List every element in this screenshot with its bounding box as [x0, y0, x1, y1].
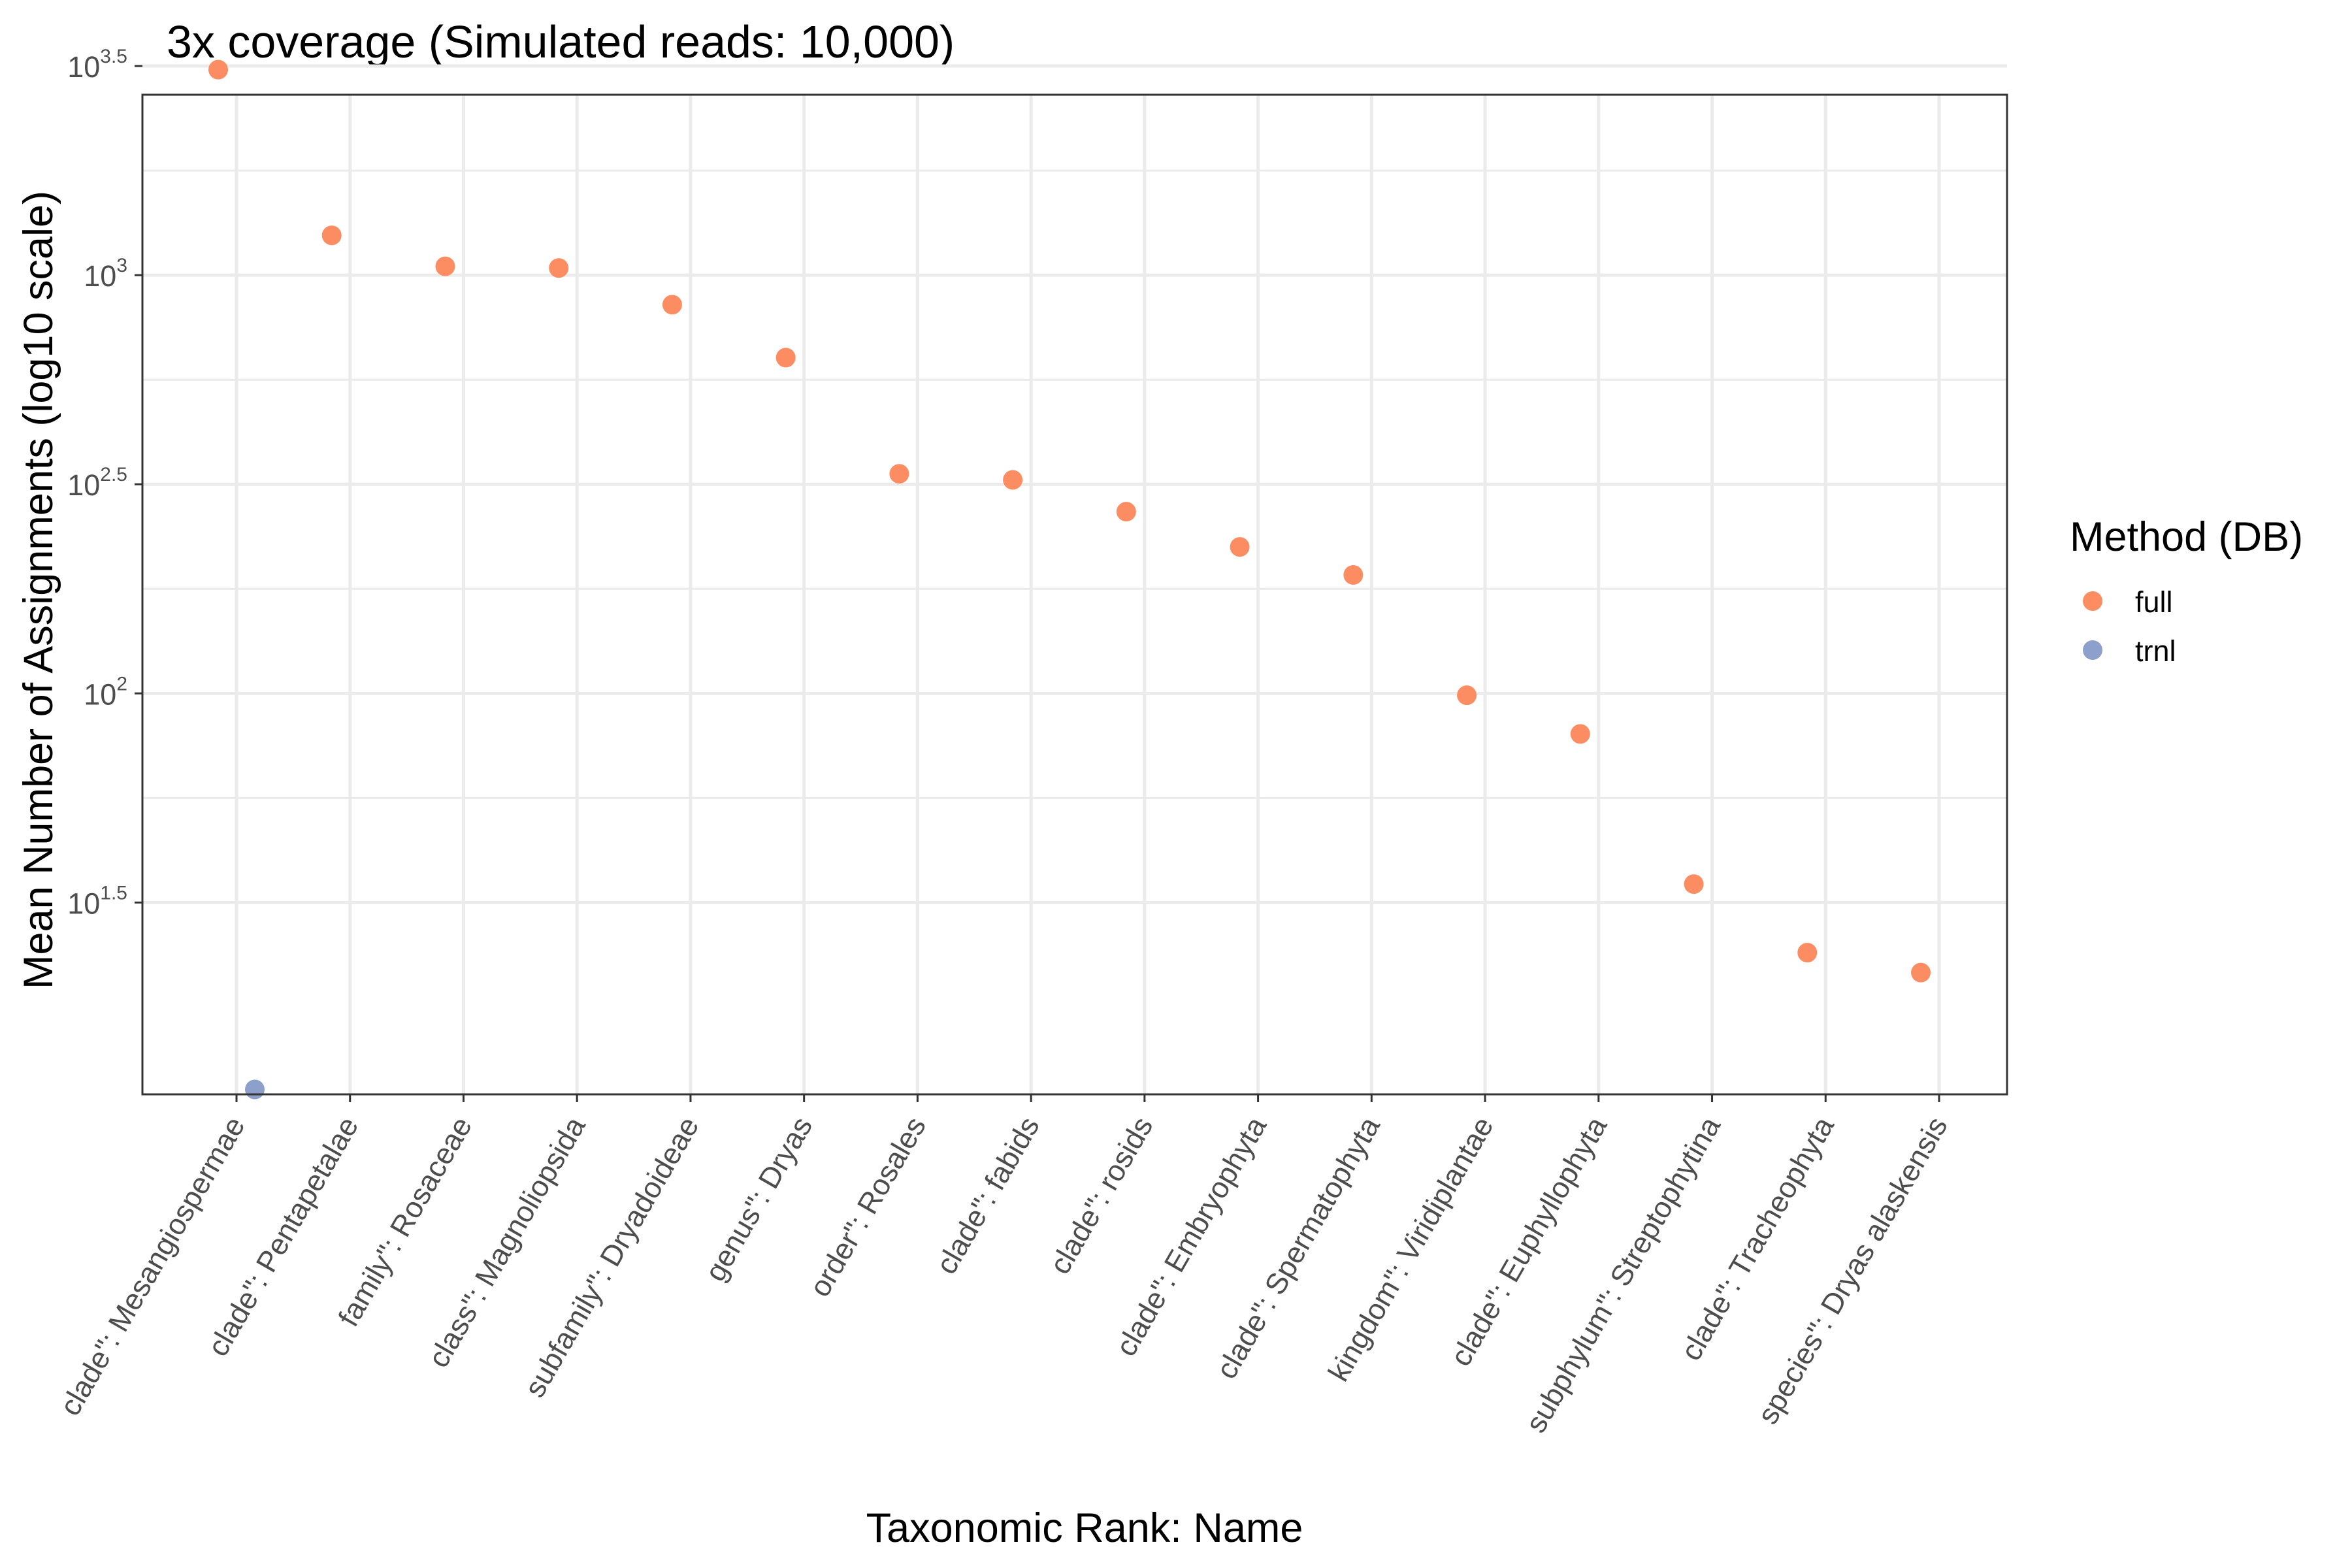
point-full — [1003, 470, 1023, 490]
point-full — [1457, 685, 1477, 706]
x-tick-label: clade": fabids — [929, 1111, 1045, 1280]
point-full — [1343, 564, 1364, 585]
y-axis: 101.5 102 102.5 103 103.5 — [67, 46, 142, 920]
point-full — [208, 59, 228, 80]
y-tick-label: 101.5 — [67, 882, 127, 920]
y-tick-label: 103 — [84, 255, 127, 293]
x-tick-label: species": Dryas alaskensis — [1751, 1111, 1954, 1430]
point-full — [321, 225, 342, 246]
chart-title: 3x coverage (Simulated reads: 10,000) — [167, 16, 955, 67]
point-full — [662, 295, 682, 315]
panel-border — [141, 93, 2008, 1096]
point-full — [1230, 537, 1250, 557]
point-full — [776, 348, 796, 368]
y-tick-label: 103.5 — [67, 46, 127, 84]
plot-background — [142, 95, 2007, 1094]
point-full — [1797, 943, 1818, 963]
x-tick-label: order": Rosales — [803, 1111, 932, 1303]
x-tick-label: subphylum": Streptophytina — [1519, 1111, 1727, 1439]
legend-label-trnl: trnl — [2135, 634, 2176, 668]
x-tick-label: clade": Mesangiospermae — [53, 1111, 252, 1422]
legend: Method (DB) full trnl — [2070, 514, 2303, 668]
point-full — [1116, 502, 1136, 522]
x-axis-title: Taxonomic Rank: Name — [866, 1505, 1303, 1551]
legend-key-trnl — [2083, 640, 2102, 660]
point-full — [1911, 962, 1931, 983]
x-tick-label: clade": rosids — [1043, 1111, 1159, 1280]
x-tick-label: genus": Dryas — [698, 1111, 819, 1287]
y-tick-label: 102 — [84, 673, 127, 711]
y-axis-title: Mean Number of Assignments (log10 scale) — [16, 191, 61, 989]
legend-key-full — [2083, 591, 2102, 611]
point-full — [435, 256, 455, 276]
point-trnl — [245, 1079, 265, 1100]
y-tick-label: 102.5 — [67, 464, 127, 502]
legend-label-full: full — [2135, 585, 2173, 619]
legend-title: Method (DB) — [2070, 514, 2303, 560]
point-full — [1570, 724, 1590, 744]
point-full — [889, 464, 909, 484]
point-full — [549, 258, 569, 278]
point-full — [1684, 874, 1704, 894]
plot-area — [141, 59, 2008, 1100]
